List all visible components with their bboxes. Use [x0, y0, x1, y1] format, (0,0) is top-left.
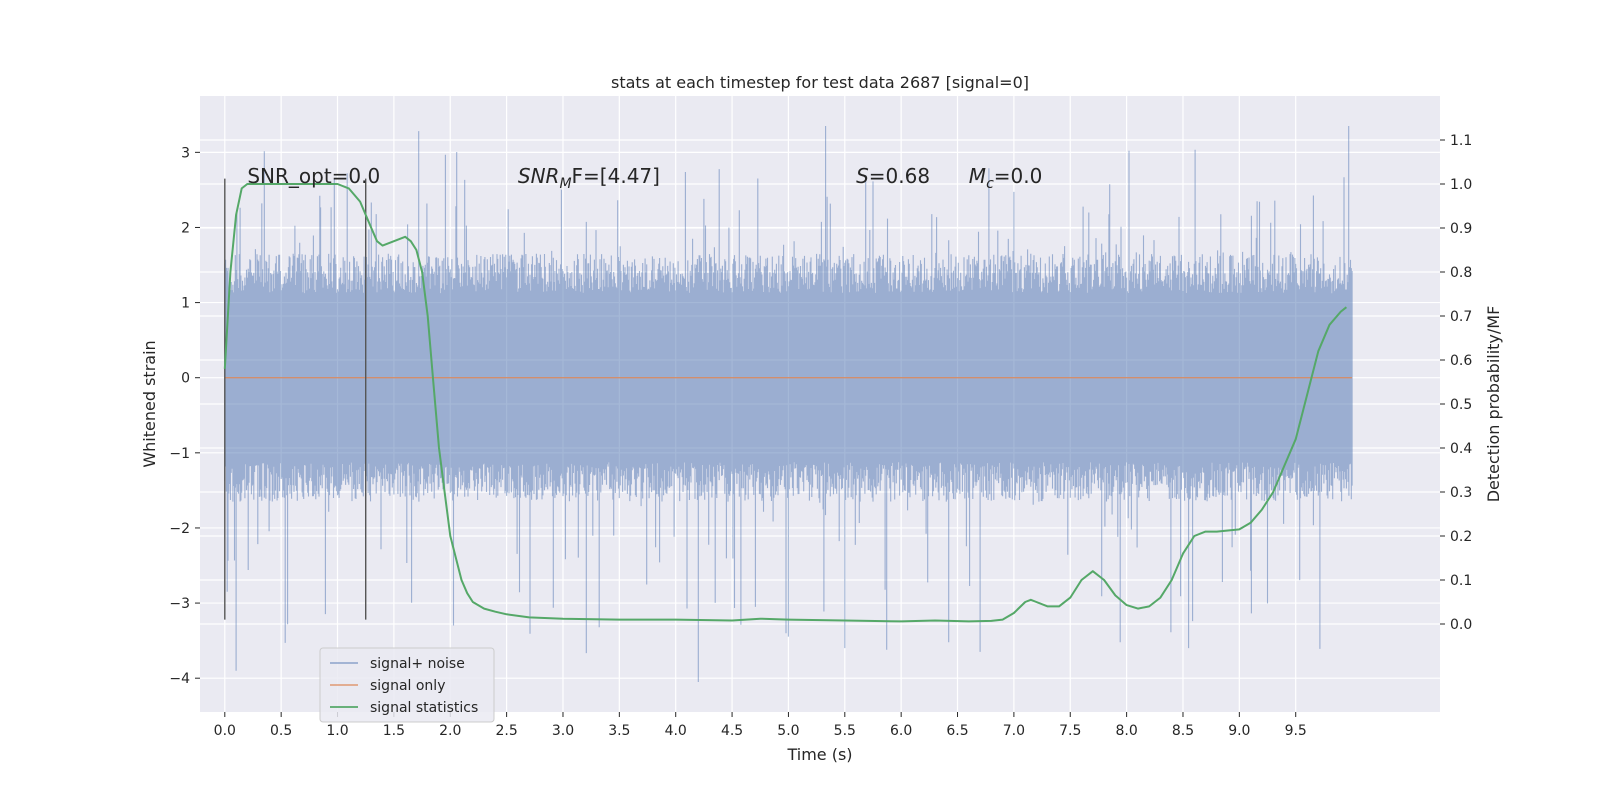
legend-label-signal-plus-noise: signal+ noise: [370, 656, 465, 672]
legend-label-signal-only: signal only: [370, 678, 445, 694]
annotation-text: Mc=0.0: [969, 164, 1043, 192]
y-right-tick-label: 0.9: [1450, 221, 1472, 237]
x-tick-label: 3.5: [608, 723, 630, 739]
y-left-tick-label: −3: [169, 596, 190, 612]
vertical-markers: [224, 178, 367, 620]
annotation-text: SNR_opt=0.0: [247, 164, 380, 188]
x-tick-label: 2.0: [439, 723, 461, 739]
legend-box: [319, 647, 495, 723]
y-right-tick-label: 1.1: [1450, 133, 1472, 149]
chart-title: stats at each timestep for test data 268…: [611, 73, 1029, 92]
x-tick-label: 1.0: [326, 723, 348, 739]
y-axis-left-label: Whitened strain: [140, 340, 159, 467]
x-tick-label: 6.0: [890, 723, 912, 739]
y-left-tick-label: −1: [169, 446, 190, 462]
x-tick-label: 5.0: [777, 723, 799, 739]
annotation-text: S=0.68: [856, 164, 930, 188]
y-right-tick-label: 0.0: [1450, 617, 1472, 633]
y-right-tick-label: 0.1: [1450, 573, 1472, 589]
y-left-tick-label: 0: [181, 371, 190, 387]
y-axis-right-ticks: 1.1 1.0 0.9 0.8 0.7 0.6 0.5 0.4 0.3 0.2 0.1 0.0: [1440, 133, 1472, 633]
y-right-tick-label: 0.7: [1450, 309, 1472, 325]
y-right-tick-label: 0.5: [1450, 397, 1472, 413]
x-tick-label: 0.0: [214, 723, 236, 739]
y-left-tick-label: 1: [181, 296, 190, 312]
x-tick-label: 0.5: [270, 723, 292, 739]
x-axis-ticks: 0.0 0.5 1.0 1.5 2.0 2.5 3.0 3.5 4.0 4.5 5.0 5.5 6.0 6…: [214, 712, 1307, 739]
series-signal-statistics: [223, 183, 1348, 623]
y-right-tick-label: 0.3: [1450, 485, 1472, 501]
x-tick-label: 8.5: [1172, 723, 1194, 739]
x-tick-label: 9.5: [1285, 723, 1307, 739]
x-tick-label: 1.5: [383, 723, 405, 739]
annotation-text: SNRMF=[4.47]: [518, 164, 660, 192]
x-tick-label: 9.0: [1228, 723, 1250, 739]
x-tick-label: 6.5: [946, 723, 968, 739]
y-right-tick-label: 0.8: [1450, 265, 1472, 281]
x-tick-label: 4.0: [665, 723, 687, 739]
x-tick-label: 8.0: [1115, 723, 1137, 739]
y-right-tick-label: 0.2: [1450, 529, 1472, 545]
y-right-tick-label: 1.0: [1450, 177, 1472, 193]
y-axis-left-ticks: 3 2 1 0 −1 −2 −3 −4: [169, 145, 200, 687]
x-tick-label: 3.0: [552, 723, 574, 739]
legend-label-signal-statistics: signal statistics: [370, 700, 478, 716]
y-right-tick-label: 0.4: [1450, 441, 1472, 457]
annotations: SNR_opt=0.0 SNRMF=[4.47] S=0.68 Mc=0.0: [247, 164, 1042, 192]
signal-statistics-line: [223, 183, 1348, 623]
y-right-tick-label: 0.6: [1450, 353, 1472, 369]
y-left-tick-label: 2: [181, 220, 190, 236]
y-axis-right-label: Detection probability/MF: [1484, 306, 1503, 503]
x-tick-label: 5.5: [834, 723, 856, 739]
x-tick-label: 4.5: [721, 723, 743, 739]
x-axis-label: Time (s): [786, 745, 852, 764]
y-left-tick-label: −4: [169, 671, 190, 687]
y-left-tick-label: −2: [169, 521, 190, 537]
x-tick-label: 2.5: [495, 723, 517, 739]
x-tick-label: 7.0: [1003, 723, 1025, 739]
y-left-tick-label: 3: [181, 145, 190, 161]
x-tick-label: 7.5: [1059, 723, 1081, 739]
legend: signal+ noise signal only signal statist…: [319, 647, 495, 723]
